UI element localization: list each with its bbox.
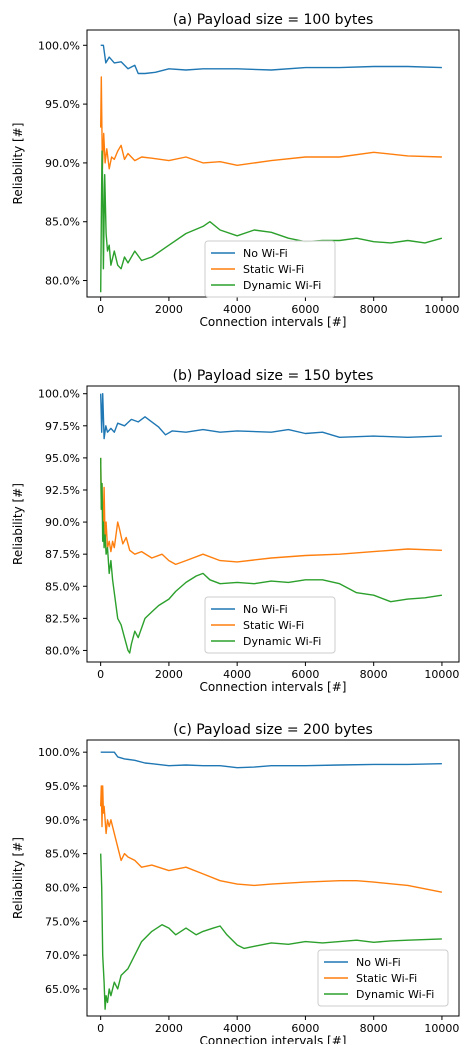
legend: No Wi-Fi Static Wi-Fi Dynamic Wi-Fi <box>204 596 336 654</box>
series-group <box>100 393 443 654</box>
series-line-static-wi-fi <box>100 76 442 170</box>
x-tick-label: 8000 <box>360 1022 388 1035</box>
x-tick-label: 0 <box>97 1022 104 1035</box>
series-line-static-wi-fi <box>100 457 442 566</box>
y-tick-label: 100.0% <box>38 388 80 401</box>
series-line-static-wi-fi <box>100 785 443 893</box>
y-axis-label: Reliability [#] <box>11 123 25 205</box>
x-tick-label: 10000 <box>424 668 459 681</box>
subplot-a: (a) Payload size = 100 bytes 0 2000 4000 600… <box>11 12 460 329</box>
x-tick-label: 10000 <box>424 1022 459 1035</box>
y-tick-label: 75.0% <box>45 915 80 928</box>
x-axis-label: Connection intervals [#] <box>200 680 347 694</box>
x-axis-label: Connection intervals [#] <box>200 1034 347 1044</box>
series-line-dynamic-wi-fi <box>100 457 443 654</box>
y-tick-label: 100.0% <box>38 39 80 52</box>
y-tick-label: 100.0% <box>38 746 80 759</box>
legend-entry: Dynamic Wi-Fi <box>243 279 321 292</box>
y-tick-label: 90.0% <box>45 157 80 170</box>
y-tick-label: 85.0% <box>45 848 80 861</box>
legend-entry: Dynamic Wi-Fi <box>243 635 321 648</box>
series-line-dynamic-wi-fi <box>100 150 443 293</box>
legend-entry: No Wi-Fi <box>243 247 288 260</box>
x-tick-label: 6000 <box>291 1022 319 1035</box>
y-axis-label: Reliability [#] <box>11 483 25 565</box>
y-tick-label: 95.0% <box>45 780 80 793</box>
legend-entry: No Wi-Fi <box>356 956 401 969</box>
y-tick-label: 90.0% <box>45 814 80 827</box>
x-tick-label: 2000 <box>155 668 183 681</box>
x-tick-label: 2000 <box>155 303 183 316</box>
legend-entry: No Wi-Fi <box>243 603 288 616</box>
x-tick-label: 4000 <box>223 303 251 316</box>
legend-box <box>204 240 336 298</box>
subplot-b: (b) Payload size = 150 bytes 0 2000 4000 600… <box>11 368 460 694</box>
legend-box <box>317 949 449 1007</box>
axes-frame <box>86 739 460 1017</box>
x-tick-label: 6000 <box>291 668 319 681</box>
series-group <box>100 751 443 1010</box>
y-tick-label: 92.5% <box>45 484 80 497</box>
legend-entry: Static Wi-Fi <box>243 263 304 276</box>
y-tick-label: 85.0% <box>45 580 80 593</box>
y-tick-label: 85.0% <box>45 216 80 229</box>
y-tick-label: 70.0% <box>45 949 80 962</box>
x-tick-label: 6000 <box>291 303 319 316</box>
x-tick-label: 4000 <box>223 1022 251 1035</box>
y-tick-label: 90.0% <box>45 516 80 529</box>
legend: No Wi-Fi Static Wi-Fi Dynamic Wi-Fi <box>317 949 449 1007</box>
x-tick-label: 2000 <box>155 1022 183 1035</box>
x-tick-label: 8000 <box>360 303 388 316</box>
chart-title: (c) Payload size = 200 bytes <box>173 722 373 738</box>
x-tick-label: 10000 <box>424 303 459 316</box>
series-line-no-wi-fi <box>100 393 442 440</box>
y-tick-label: 87.5% <box>45 548 80 561</box>
x-tick-label: 0 <box>97 303 104 316</box>
series-line-no-wi-fi <box>100 44 442 75</box>
chart-title: (a) Payload size = 100 bytes <box>173 12 374 28</box>
y-axis-label: Reliability [#] <box>11 837 25 919</box>
y-tick-label: 97.5% <box>45 420 80 433</box>
legend-entry: Static Wi-Fi <box>356 972 417 985</box>
y-tick-label: 82.5% <box>45 612 80 625</box>
y-tick-label: 80.0% <box>45 275 80 288</box>
y-tick-label: 80.0% <box>45 881 80 894</box>
x-tick-label: 0 <box>97 668 104 681</box>
legend-entry: Dynamic Wi-Fi <box>356 988 434 1001</box>
x-tick-label: 4000 <box>223 668 251 681</box>
y-tick-label: 65.0% <box>45 983 80 996</box>
chart-title: (b) Payload size = 150 bytes <box>173 368 374 384</box>
subplot-c: (c) Payload size = 200 bytes 0 2000 4000 600… <box>11 722 460 1044</box>
y-tick-label: 95.0% <box>45 452 80 465</box>
x-axis-label: Connection intervals [#] <box>200 315 347 329</box>
legend-entry: Static Wi-Fi <box>243 619 304 632</box>
y-tick-label: 80.0% <box>45 644 80 657</box>
x-tick-label: 8000 <box>360 668 388 681</box>
series-group <box>100 44 443 293</box>
y-tick-label: 95.0% <box>45 98 80 111</box>
series-line-dynamic-wi-fi <box>100 853 442 1010</box>
series-line-no-wi-fi <box>100 751 442 769</box>
legend: No Wi-Fi Static Wi-Fi Dynamic Wi-Fi <box>204 240 336 298</box>
axes-frame <box>86 385 460 663</box>
legend-box <box>204 596 336 654</box>
